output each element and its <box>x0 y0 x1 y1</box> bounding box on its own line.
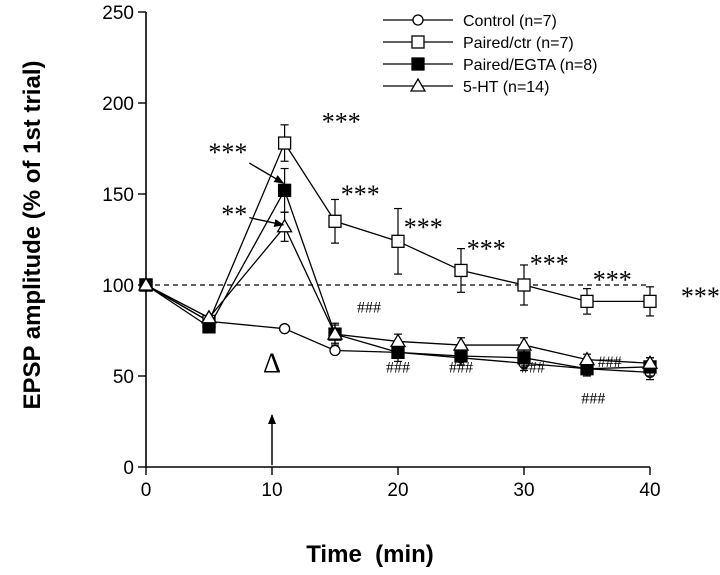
star-annotation: *** <box>593 266 632 295</box>
pointer-arrow <box>248 162 285 184</box>
pointer-arrow <box>249 217 285 227</box>
data-point <box>580 294 594 309</box>
data-point <box>578 351 596 366</box>
data-point <box>277 136 292 150</box>
x-tick-label: 30 <box>513 480 534 501</box>
axes: 0 50 100 150 200 250 0 10 20 30 40 <box>102 3 660 501</box>
x-tick-label: 10 <box>261 480 282 501</box>
star-annotation: *** <box>530 249 569 278</box>
y-tick-label: 250 <box>102 3 134 24</box>
data-point <box>277 183 292 198</box>
star-annotation: *** <box>322 107 361 136</box>
x-tick-label: 20 <box>387 480 408 501</box>
x-tick-label: 40 <box>639 480 660 501</box>
star-annotation: *** <box>404 213 443 242</box>
series-3 <box>137 211 659 370</box>
x-tick-label: 0 <box>141 480 152 501</box>
data-point <box>276 218 293 233</box>
legend-marker <box>411 57 425 71</box>
series-group <box>137 124 659 381</box>
star-annotation: ** <box>221 200 247 229</box>
y-axis-title: EPSP amplitude (% of 1st trial) <box>19 61 46 410</box>
star-annotation: *** <box>341 180 380 209</box>
data-point <box>137 276 155 291</box>
legend-label: Control (n=7) <box>463 13 557 30</box>
star-annotation: *** <box>681 282 720 311</box>
data-point <box>278 323 291 335</box>
data-point <box>517 278 531 292</box>
data-point <box>200 309 218 324</box>
data-point <box>641 354 659 369</box>
y-tick-label: 100 <box>102 276 134 297</box>
data-point <box>643 294 657 309</box>
data-point <box>391 234 405 248</box>
legend-item-2: Paired/EGTA (n=8) <box>383 57 597 74</box>
legend-label: Paired/ctr (n=7) <box>463 35 574 52</box>
star-annotation: *** <box>208 138 247 167</box>
legend-marker <box>412 14 424 26</box>
data-point <box>515 336 533 351</box>
y-tick-label: 50 <box>113 367 134 388</box>
hash-annotation: ### <box>521 359 545 376</box>
hash-annotation: ### <box>357 299 381 316</box>
data-point <box>329 344 341 357</box>
legend-marker <box>409 77 427 92</box>
legend-label: 5-HT (n=14) <box>463 79 549 96</box>
annotations-group: **************************###### ### ### ##… <box>208 107 720 465</box>
data-point <box>326 325 344 340</box>
data-point <box>454 263 468 278</box>
hash-annotation: ### <box>386 359 410 376</box>
y-tick-label: 200 <box>102 94 134 115</box>
data-point <box>328 214 342 228</box>
hash-annotation: ### <box>598 354 622 371</box>
hash-annotation: ### <box>581 390 605 407</box>
delta-annotation: Δ <box>263 348 281 379</box>
legend: Control (n=7) Paired/ctr (n=7) Paired/EGTA… <box>383 13 597 96</box>
legend-item-3: 5-HT (n=14) <box>383 77 549 96</box>
legend-marker <box>411 35 425 49</box>
data-point <box>452 336 470 351</box>
star-annotation: *** <box>467 235 506 264</box>
legend-item-1: Paired/ctr (n=7) <box>383 35 574 52</box>
x-axis-title: Time (min) <box>306 541 434 568</box>
legend-item-0: Control (n=7) <box>383 13 557 30</box>
hash-annotation: ### <box>449 359 473 376</box>
y-tick-label: 150 <box>102 185 134 206</box>
legend-label: Paired/EGTA (n=8) <box>463 57 597 74</box>
y-tick-label: 0 <box>123 458 134 479</box>
data-point <box>389 333 407 348</box>
